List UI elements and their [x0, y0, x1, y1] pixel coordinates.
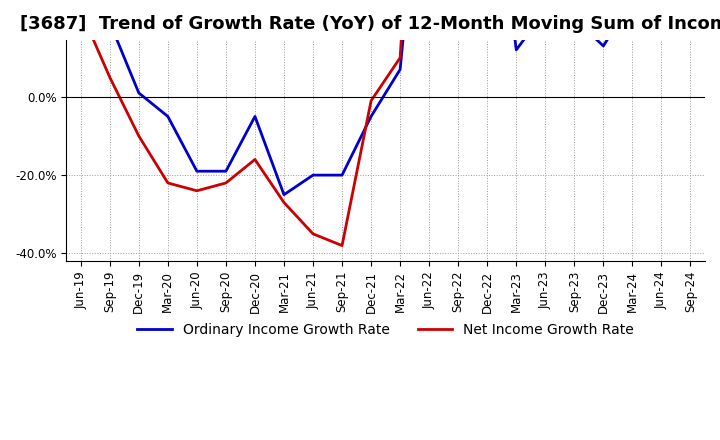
Ordinary Income Growth Rate	[628, 0, 636, 2]
Ordinary Income Growth Rate	[512, 47, 521, 52]
Net Income Growth Rate	[192, 188, 201, 194]
Ordinary Income Growth Rate	[163, 114, 172, 119]
Net Income Growth Rate	[396, 55, 405, 60]
Net Income Growth Rate	[338, 243, 346, 248]
Ordinary Income Growth Rate	[135, 90, 143, 95]
Net Income Growth Rate	[251, 157, 259, 162]
Ordinary Income Growth Rate	[222, 169, 230, 174]
Line: Net Income Growth Rate: Net Income Growth Rate	[81, 0, 690, 246]
Net Income Growth Rate	[366, 98, 375, 103]
Ordinary Income Growth Rate	[192, 169, 201, 174]
Net Income Growth Rate	[163, 180, 172, 186]
Line: Ordinary Income Growth Rate: Ordinary Income Growth Rate	[81, 0, 690, 194]
Ordinary Income Growth Rate	[541, 8, 549, 13]
Ordinary Income Growth Rate	[105, 20, 114, 25]
Ordinary Income Growth Rate	[366, 114, 375, 119]
Net Income Growth Rate	[222, 180, 230, 186]
Ordinary Income Growth Rate	[279, 192, 288, 197]
Ordinary Income Growth Rate	[338, 172, 346, 178]
Net Income Growth Rate	[570, 16, 579, 21]
Net Income Growth Rate	[105, 75, 114, 80]
Ordinary Income Growth Rate	[309, 172, 318, 178]
Ordinary Income Growth Rate	[686, 0, 695, 2]
Ordinary Income Growth Rate	[570, 16, 579, 21]
Net Income Growth Rate	[279, 200, 288, 205]
Title: [3687]  Trend of Growth Rate (YoY) of 12-Month Moving Sum of Incomes: [3687] Trend of Growth Rate (YoY) of 12-…	[20, 15, 720, 33]
Ordinary Income Growth Rate	[657, 0, 666, 2]
Net Income Growth Rate	[309, 231, 318, 236]
Ordinary Income Growth Rate	[251, 114, 259, 119]
Net Income Growth Rate	[135, 133, 143, 139]
Ordinary Income Growth Rate	[396, 67, 405, 72]
Net Income Growth Rate	[512, 20, 521, 25]
Net Income Growth Rate	[76, 8, 85, 13]
Net Income Growth Rate	[599, 20, 608, 25]
Ordinary Income Growth Rate	[599, 44, 608, 49]
Legend: Ordinary Income Growth Rate, Net Income Growth Rate: Ordinary Income Growth Rate, Net Income …	[132, 318, 639, 343]
